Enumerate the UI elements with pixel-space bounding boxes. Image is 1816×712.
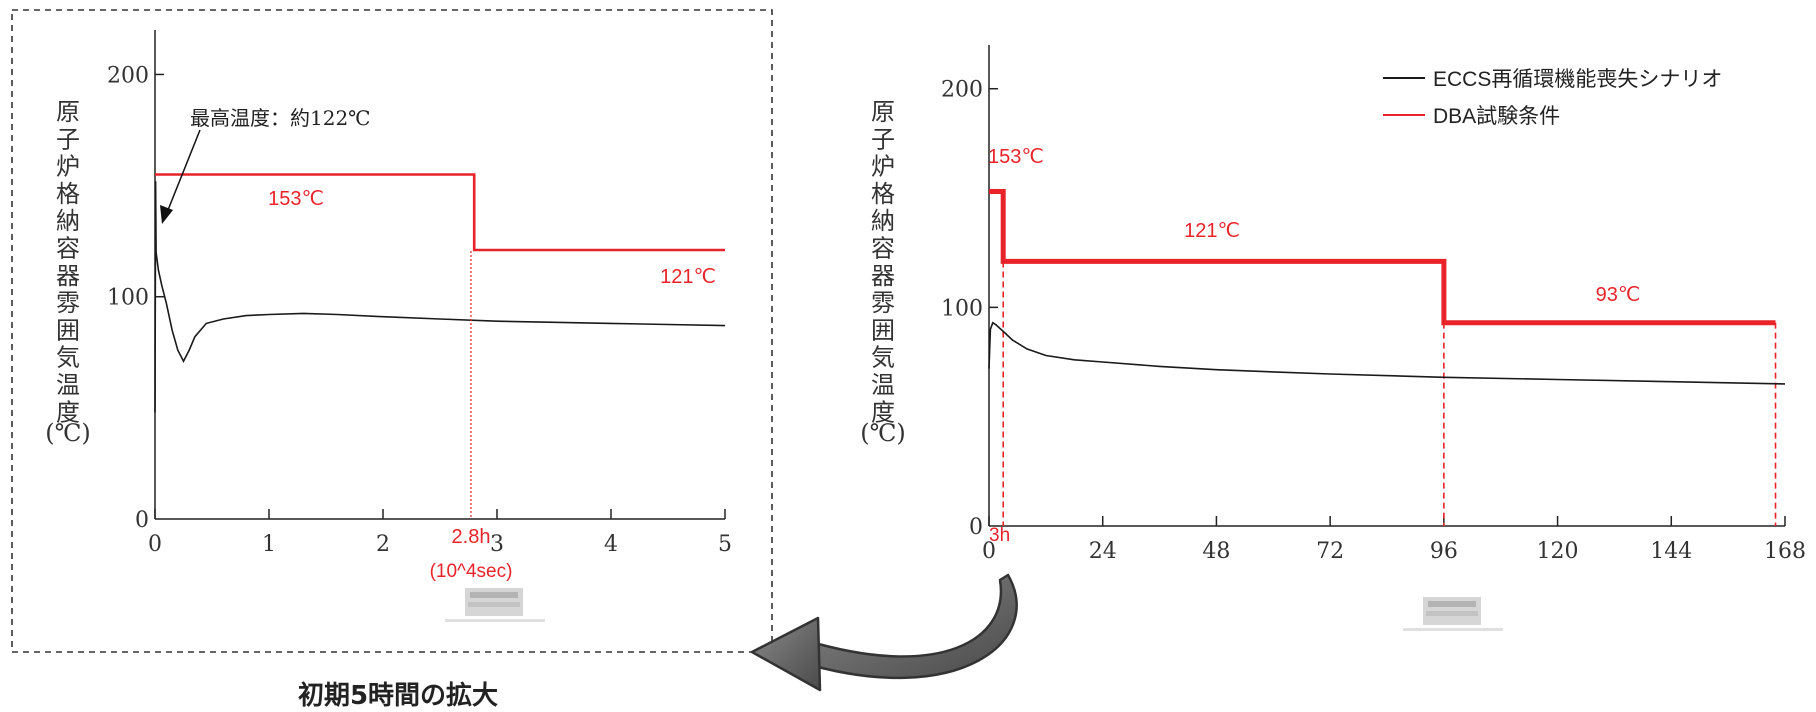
right-y-axis-label-char: 納 (871, 207, 895, 235)
left-max-temp-annotation: 最高温度：約122℃ (190, 106, 371, 130)
left-y-axis-label-char: 容 (56, 235, 80, 263)
left-x-ticks: 0 1 2 3 4 5 (148, 509, 732, 557)
right-x-ticks: 0 24 48 72 96 120 144 168 (982, 516, 1806, 564)
curved-arrow-icon (750, 573, 1018, 692)
left-x-tick-label: 2 (376, 532, 390, 557)
right-y-axis-label-char: 器 (871, 262, 895, 290)
right-y-axis-label-char: 温 (871, 371, 895, 399)
right-scenario-line (988, 321, 1786, 385)
right-y-tick-label: 200 (941, 78, 983, 103)
left-label-2-8h: 2.8h (452, 526, 491, 548)
left-y-axis-label-char: 子 (56, 125, 80, 153)
right-blurred-x-label (1403, 597, 1503, 631)
left-max-temp-arrow-shaft (165, 129, 201, 216)
right-y-axis-label-char: 原 (871, 98, 895, 126)
left-y-axis-unit: (℃) (45, 419, 91, 447)
left-y-axis-label-char: 気 (56, 344, 80, 372)
right-y-axis-label-char: 囲 (871, 316, 895, 344)
left-y-axis-label-char: 度 (56, 398, 80, 426)
right-dba-line (989, 189, 1776, 326)
right-x-tick-label: 120 (1537, 539, 1579, 564)
left-max-temp-arrow-head (160, 205, 173, 224)
legend-scenario-label: ECCS再循環機能喪失シナリオ (1433, 68, 1722, 91)
left-y-axis-label-char: 温 (56, 371, 80, 399)
left-x-tick-label: 3 (490, 532, 504, 557)
zoom-caption: 初期5時間の拡大 (297, 681, 499, 711)
right-dashed-verticals (1002, 261, 1777, 526)
right-label-153: 153℃ (988, 146, 1044, 168)
right-y-axis-unit: (℃) (860, 419, 906, 447)
left-y-axis-label-char: 雰 (56, 289, 80, 317)
right-label-3h: 3h (989, 525, 1010, 546)
right-legend: ECCS再循環機能喪失シナリオ DBA試験条件 (1383, 68, 1722, 128)
left-y-tick-label: 0 (135, 508, 149, 533)
left-dba-line (155, 173, 725, 252)
right-x-tick-label: 96 (1430, 539, 1458, 564)
left-label-10-4sec: (10^4sec) (430, 561, 513, 582)
right-x-tick-label: 24 (1089, 539, 1117, 564)
left-y-axis-label-char: 原 (56, 98, 80, 126)
left-y-axis-label-char: 囲 (56, 316, 80, 344)
right-y-axis-label-char: 雰 (871, 289, 895, 317)
left-y-axis-label-char: 納 (56, 207, 80, 235)
right-y-axis-label-char: 容 (871, 235, 895, 263)
right-x-tick-label: 144 (1650, 539, 1692, 564)
right-x-tick-label: 168 (1764, 539, 1806, 564)
right-y-tick-label: 100 (941, 296, 983, 321)
left-y-axis-label-char: 炉 (56, 153, 80, 181)
left-y-tick-label: 200 (107, 63, 149, 88)
right-label-93: 93℃ (1596, 284, 1641, 306)
right-label-121: 121℃ (1184, 220, 1240, 242)
left-y-axis-label-char: 格 (56, 180, 80, 208)
left-blurred-x-label (445, 588, 545, 622)
left-x-tick-label: 5 (718, 532, 732, 557)
left-y-ticks: 0 100 200 (107, 63, 164, 533)
left-label-153: 153℃ (268, 188, 324, 210)
right-x-tick-label: 0 (982, 539, 996, 564)
right-y-axis-label-char: 子 (871, 125, 895, 153)
right-x-tick-label: 48 (1202, 539, 1230, 564)
right-y-axis-label-char: 気 (871, 344, 895, 372)
left-label-121: 121℃ (660, 266, 716, 288)
left-scenario-line (154, 181, 726, 413)
right-y-axis-label-char: 度 (871, 398, 895, 426)
left-x-tick-label: 4 (604, 532, 618, 557)
left-x-tick-label: 0 (148, 532, 162, 557)
left-x-tick-label: 1 (262, 532, 276, 557)
left-y-axis-label-char: 器 (56, 262, 80, 290)
right-y-tick-label: 0 (969, 515, 983, 540)
right-y-ticks: 0 100 200 (941, 78, 998, 540)
right-y-axis-label-char: 炉 (871, 153, 895, 181)
legend-dba-label: DBA試験条件 (1433, 105, 1560, 128)
zoom-frame (11, 9, 773, 653)
right-x-tick-label: 72 (1316, 539, 1344, 564)
right-y-axis-label-char: 格 (871, 180, 895, 208)
left-y-tick-label: 100 (107, 286, 149, 311)
